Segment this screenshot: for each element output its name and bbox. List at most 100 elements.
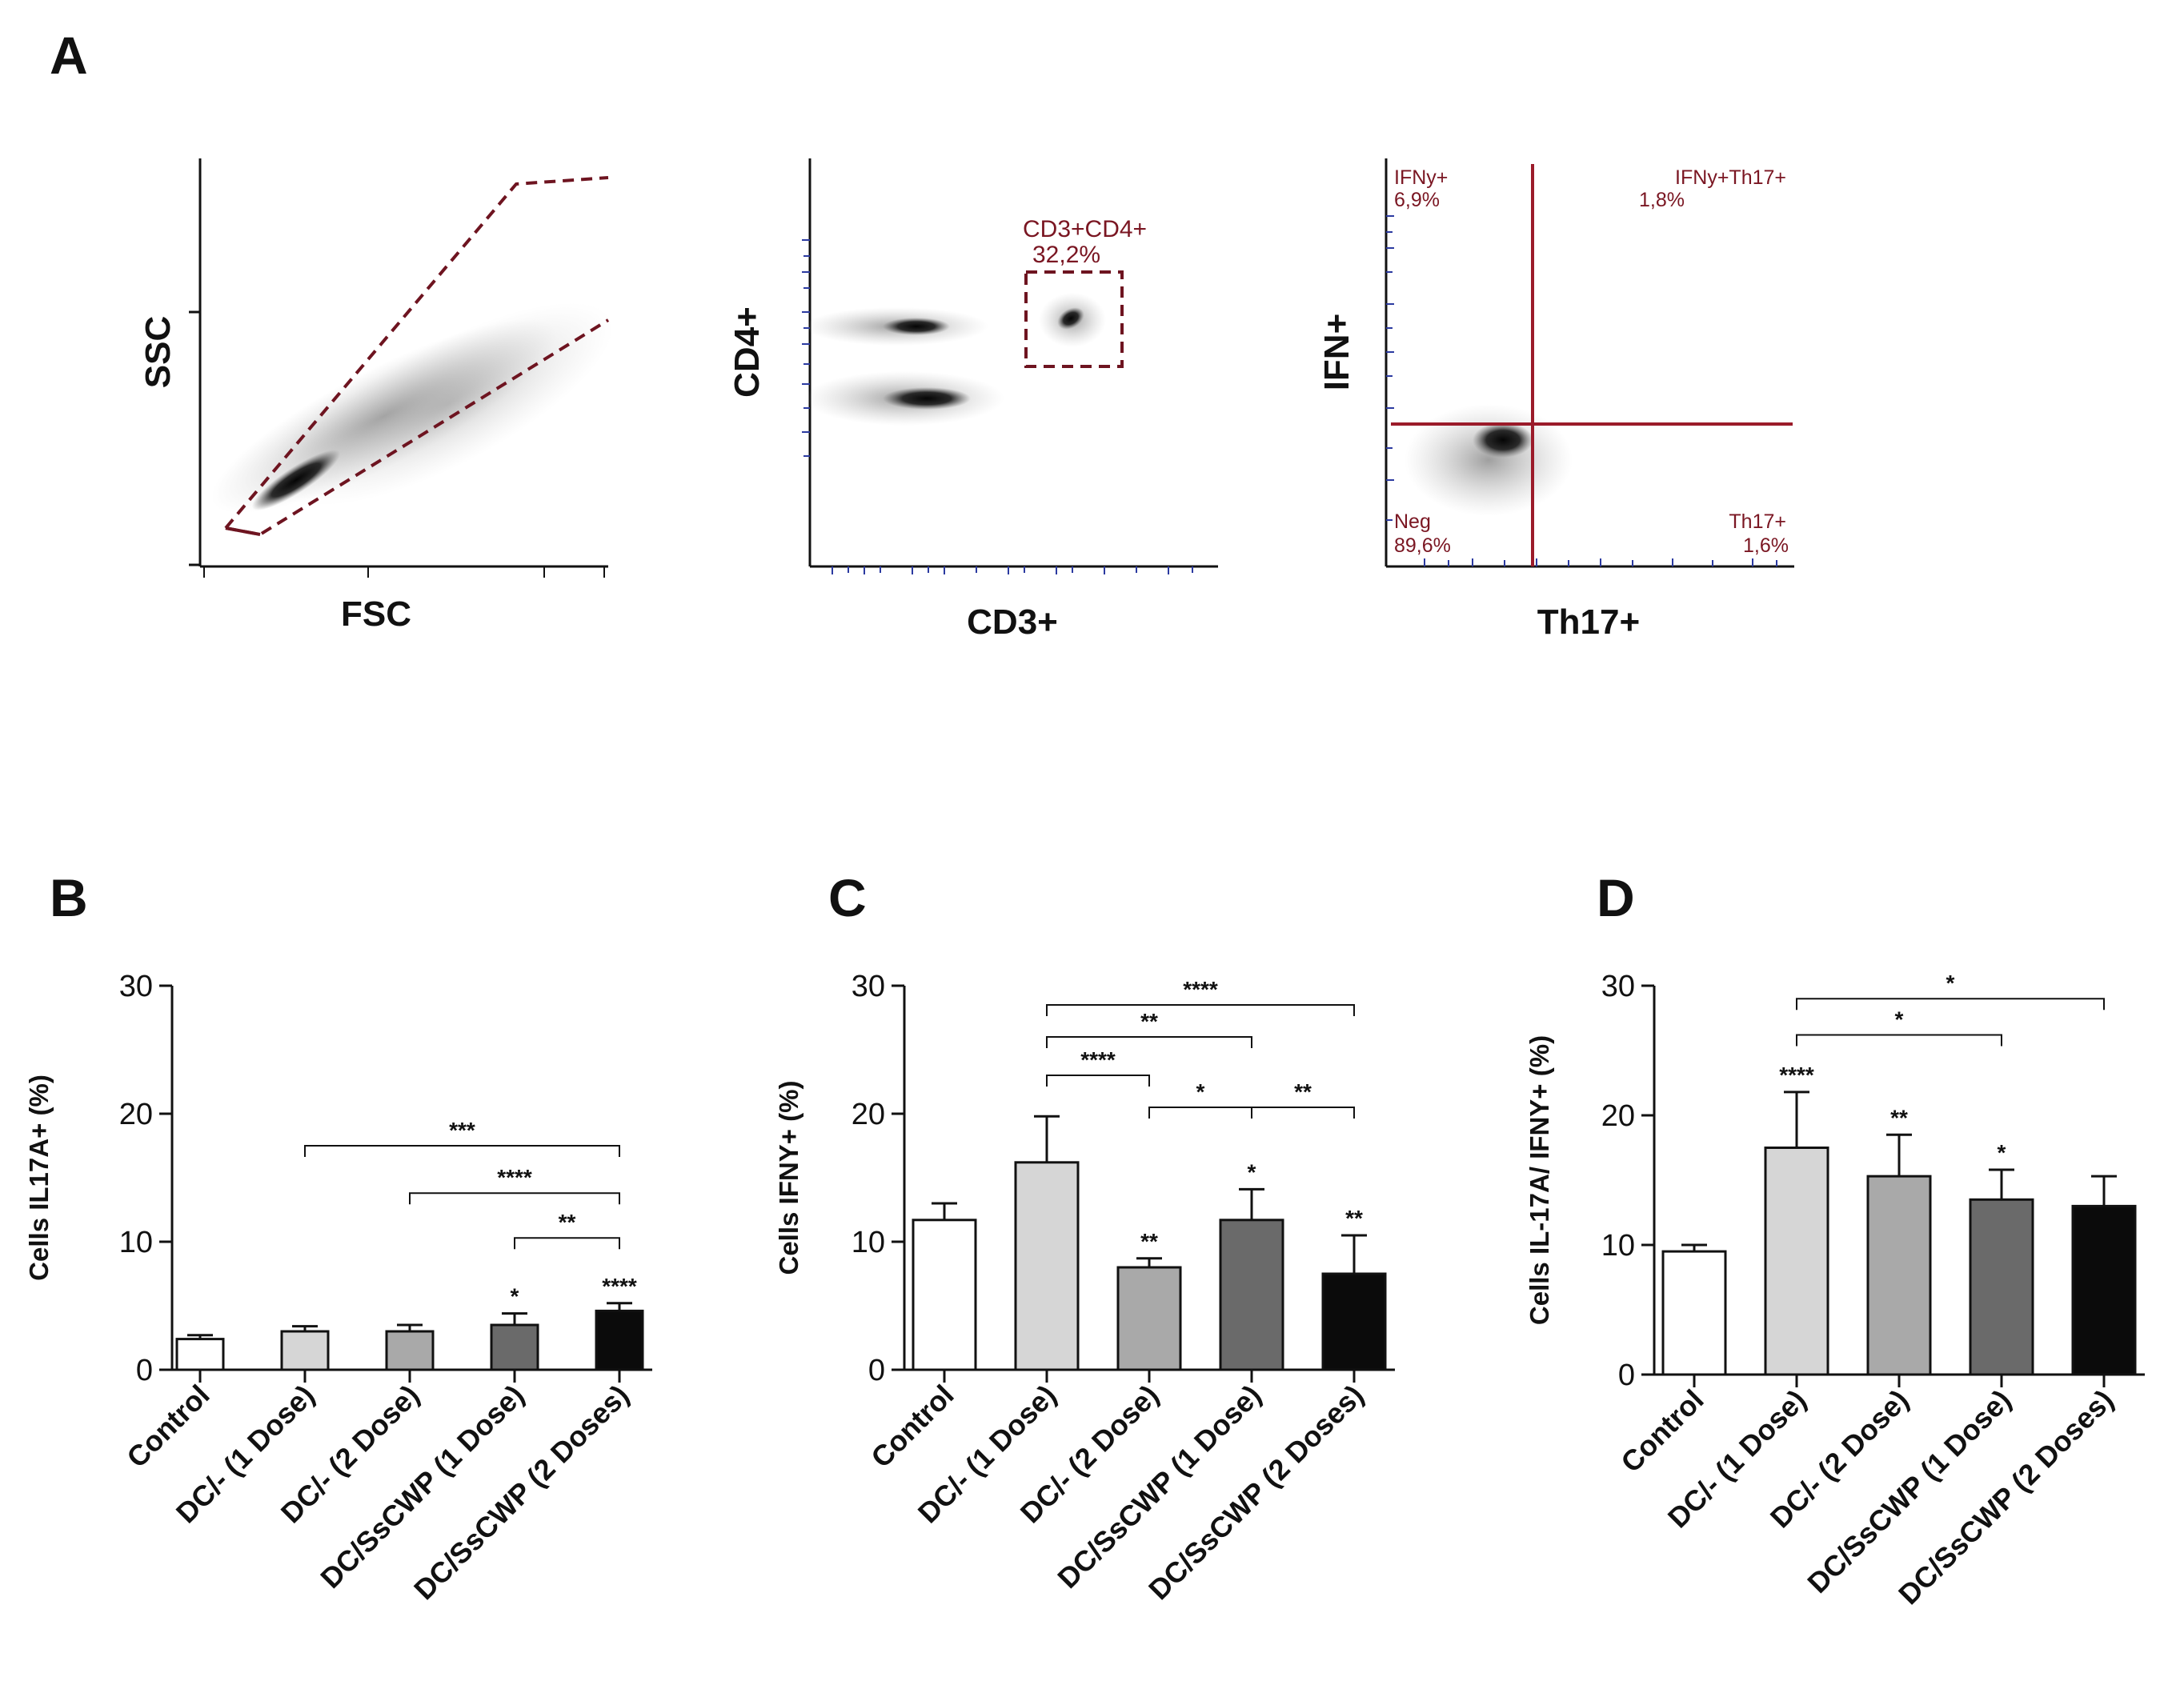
ifn-axis-label: IFN+ xyxy=(1317,314,1356,391)
fsc-ssc-dense-core xyxy=(251,450,341,510)
significance-mark: * xyxy=(1998,1140,2006,1165)
quadrant-ur-name: IFNy+Th17+ xyxy=(1675,166,1786,189)
y-tick-label: 10 xyxy=(119,1226,153,1259)
comparison-bracket xyxy=(1046,1036,1252,1048)
bar-2 xyxy=(1764,1147,1829,1376)
quadrant-ll-percent: 89,6% xyxy=(1394,534,1451,557)
bracket-significance-label: ** xyxy=(1294,1079,1312,1104)
quadrant-ul-name: IFNy+ xyxy=(1394,166,1448,189)
cd3-cd4-plot: CD3+CD4+ 32,2% CD3+ CD4+ xyxy=(727,158,1218,642)
bar-4 xyxy=(1219,1219,1284,1371)
panel-a-letter: A xyxy=(50,26,88,85)
significance-mark: **** xyxy=(602,1274,637,1299)
quadrant-ul-percent: 6,9% xyxy=(1394,189,1440,211)
ssc-axis-label: SSC xyxy=(138,316,178,388)
significance-mark: * xyxy=(1248,1159,1256,1184)
comparison-bracket xyxy=(1251,1107,1355,1119)
y-tick-label: 30 xyxy=(1601,970,1635,1003)
bar-1 xyxy=(175,1338,225,1371)
quadrant-lr-name: Th17+ xyxy=(1729,510,1786,533)
comparison-bracket xyxy=(514,1237,620,1250)
y-tick-label: 10 xyxy=(852,1226,885,1259)
category-label: Control xyxy=(120,1379,215,1474)
significance-mark: ** xyxy=(1140,1229,1158,1254)
y-tick-label: 20 xyxy=(119,1098,153,1131)
negative-population xyxy=(1473,422,1533,458)
comparison-bracket xyxy=(1046,1004,1355,1016)
bracket-significance-label: **** xyxy=(1183,977,1218,1002)
bar-2 xyxy=(1014,1161,1080,1371)
th17-ifn-density-cloud xyxy=(1405,404,1573,516)
significance-mark: **** xyxy=(1779,1063,1814,1087)
category-label: Control xyxy=(1614,1383,1709,1479)
bracket-significance-label: ** xyxy=(559,1210,576,1235)
y-tick-label: 0 xyxy=(136,1354,153,1387)
y-tick-label: 20 xyxy=(1601,1099,1635,1133)
panel-b-letter: B xyxy=(50,868,88,927)
quadrant-ur-percent: 1,8% xyxy=(1639,189,1685,211)
category-label: DC/SsCWP (1 Dose) xyxy=(314,1379,530,1595)
y-tick-label: 30 xyxy=(119,970,153,1003)
category-label: Control xyxy=(864,1379,960,1474)
cd4-axis-label: CD4+ xyxy=(727,306,767,398)
bracket-significance-label: * xyxy=(1196,1079,1205,1104)
bar-4 xyxy=(490,1323,539,1371)
bar-5 xyxy=(1321,1272,1387,1371)
comparison-bracket xyxy=(409,1192,620,1205)
bar-3 xyxy=(1866,1175,1932,1376)
y-tick-label: 0 xyxy=(868,1354,885,1387)
bracket-significance-label: **** xyxy=(1080,1047,1116,1072)
y-tick-label: 10 xyxy=(1601,1229,1635,1263)
y-tick-label: 20 xyxy=(852,1098,885,1131)
comparison-bracket xyxy=(304,1145,620,1157)
bar-5 xyxy=(2071,1204,2137,1376)
category-label: DC/SsCWP (1 Dose) xyxy=(1051,1379,1267,1595)
comparison-bracket xyxy=(1148,1107,1252,1119)
bracket-significance-label: * xyxy=(1895,1007,1904,1032)
th17-ifn-plot: IFNy+ 6,9% IFNy+Th17+ 1,8% Neg 89,6% Th1… xyxy=(1317,158,1794,642)
category-label: DC/SsCWP (2 Doses) xyxy=(407,1379,635,1607)
y-tick-label: 30 xyxy=(852,970,885,1003)
cd3-cd4-gate-name: CD3+CD4+ xyxy=(1023,216,1147,242)
bar-1 xyxy=(1661,1250,1727,1376)
comparison-bracket xyxy=(1796,998,2105,1011)
y-axis-label: Cells IFNY+ (%) xyxy=(774,1081,803,1275)
bar-3 xyxy=(385,1330,435,1371)
comparison-bracket xyxy=(1046,1075,1150,1087)
bracket-significance-label: *** xyxy=(449,1118,475,1143)
bracket-significance-label: * xyxy=(1946,971,1955,995)
comparison-bracket xyxy=(1796,1034,2002,1047)
fsc-ssc-plot: FSC SSC xyxy=(138,158,614,634)
cd3-cd4-gate-percent: 32,2% xyxy=(1032,242,1100,268)
panel-c-letter: C xyxy=(828,868,867,927)
significance-mark: ** xyxy=(1345,1206,1363,1231)
th17-axis-label: Th17+ xyxy=(1537,602,1640,642)
cd4-high-population xyxy=(883,318,950,335)
y-tick-label: 0 xyxy=(1618,1359,1635,1392)
lymphocyte-gate xyxy=(224,176,610,537)
y-axis-label: Cells IL17A+ (%) xyxy=(24,1075,54,1281)
cd3-cd4-population xyxy=(1057,307,1084,330)
quadrant-ll-name: Neg xyxy=(1394,510,1431,533)
bar-3 xyxy=(1116,1266,1182,1371)
cd3-axis-label: CD3+ xyxy=(967,602,1058,642)
bar-2 xyxy=(280,1330,330,1371)
category-label: DC/SsCWP (1 Dose) xyxy=(1801,1383,2017,1599)
bar-5 xyxy=(595,1309,644,1371)
significance-mark: * xyxy=(511,1284,519,1309)
panel-d-letter: D xyxy=(1597,868,1635,927)
fsc-axis-label: FSC xyxy=(341,594,411,634)
bracket-significance-label: **** xyxy=(497,1165,532,1190)
bar-4 xyxy=(1969,1198,2034,1376)
bar-1 xyxy=(912,1219,977,1371)
y-axis-label: Cells IL-17A/ IFNY+ (%) xyxy=(1525,1035,1554,1325)
bracket-significance-label: ** xyxy=(1140,1009,1158,1034)
quadrant-lr-percent: 1,6% xyxy=(1743,534,1789,557)
cd3-cd4-gate xyxy=(1024,270,1124,368)
cd4-low-population xyxy=(883,387,971,410)
significance-mark: ** xyxy=(1890,1105,1908,1130)
